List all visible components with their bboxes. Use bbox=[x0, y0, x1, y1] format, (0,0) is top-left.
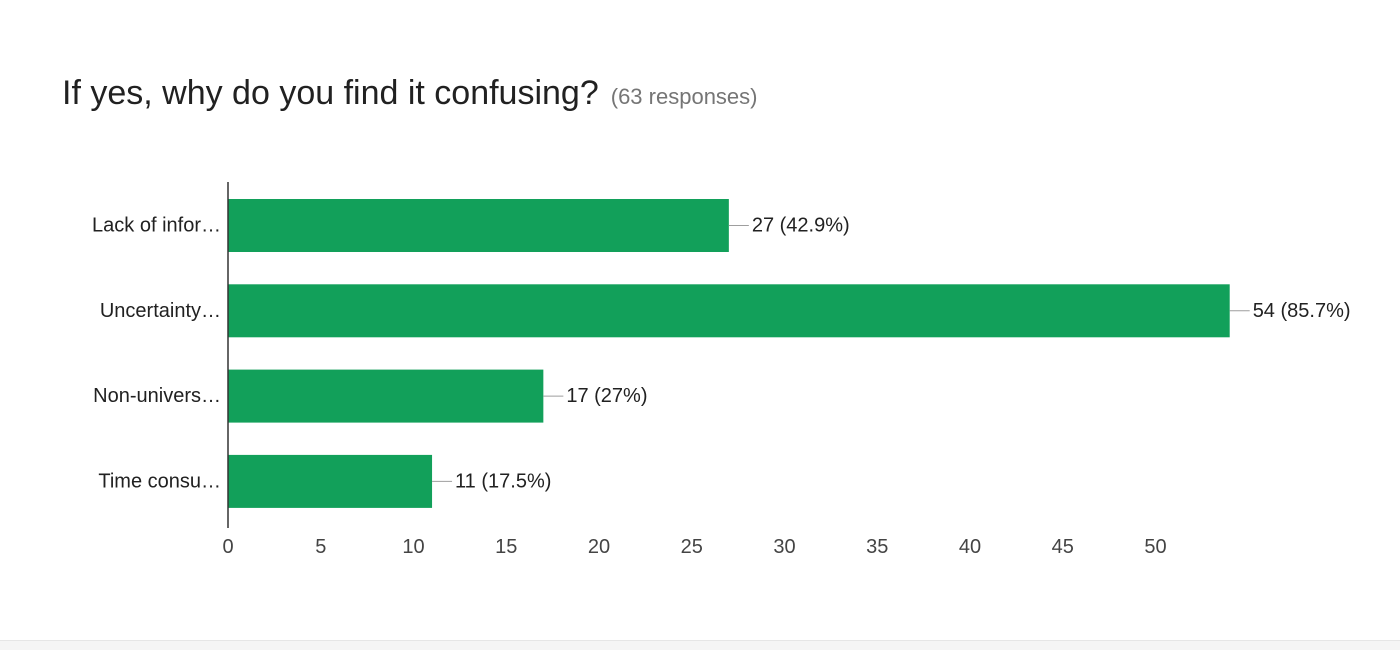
data-label-3: 11 (17.5%) bbox=[455, 470, 551, 492]
response-count: (63 responses) bbox=[610, 84, 758, 109]
data-label-2: 17 (27%) bbox=[566, 385, 647, 407]
x-tick-label-9: 45 bbox=[1052, 536, 1074, 558]
bar-3 bbox=[228, 454, 433, 508]
chart-header: If yes, why do you find it confusing? (63… bbox=[62, 74, 758, 113]
category-label-1: Uncertainty… bbox=[100, 300, 221, 322]
x-tick-label-10: 50 bbox=[1144, 536, 1166, 558]
footer-divider bbox=[0, 641, 1400, 650]
x-tick-label-7: 35 bbox=[866, 536, 888, 558]
data-label-0: 27 (42.9%) bbox=[752, 215, 850, 237]
x-tick-label-3: 15 bbox=[495, 536, 517, 558]
x-tick-label-6: 30 bbox=[773, 536, 795, 558]
category-label-2: Non-univers… bbox=[93, 385, 221, 407]
x-tick-label-8: 40 bbox=[959, 536, 981, 558]
x-tick-label-0: 0 bbox=[222, 536, 233, 558]
category-label-3: Time consu… bbox=[98, 470, 221, 492]
bar-1 bbox=[228, 284, 1230, 338]
bar-0 bbox=[228, 199, 729, 252]
bar-2 bbox=[228, 369, 544, 423]
x-tick-label-2: 10 bbox=[402, 536, 424, 558]
category-label-0: Lack of infor… bbox=[92, 215, 221, 237]
x-tick-label-5: 25 bbox=[681, 536, 703, 558]
x-tick-label-4: 20 bbox=[588, 536, 610, 558]
data-label-1: 54 (85.7%) bbox=[1253, 300, 1351, 322]
chart-title: If yes, why do you find it confusing? bbox=[62, 74, 599, 112]
x-tick-label-1: 5 bbox=[315, 536, 326, 558]
